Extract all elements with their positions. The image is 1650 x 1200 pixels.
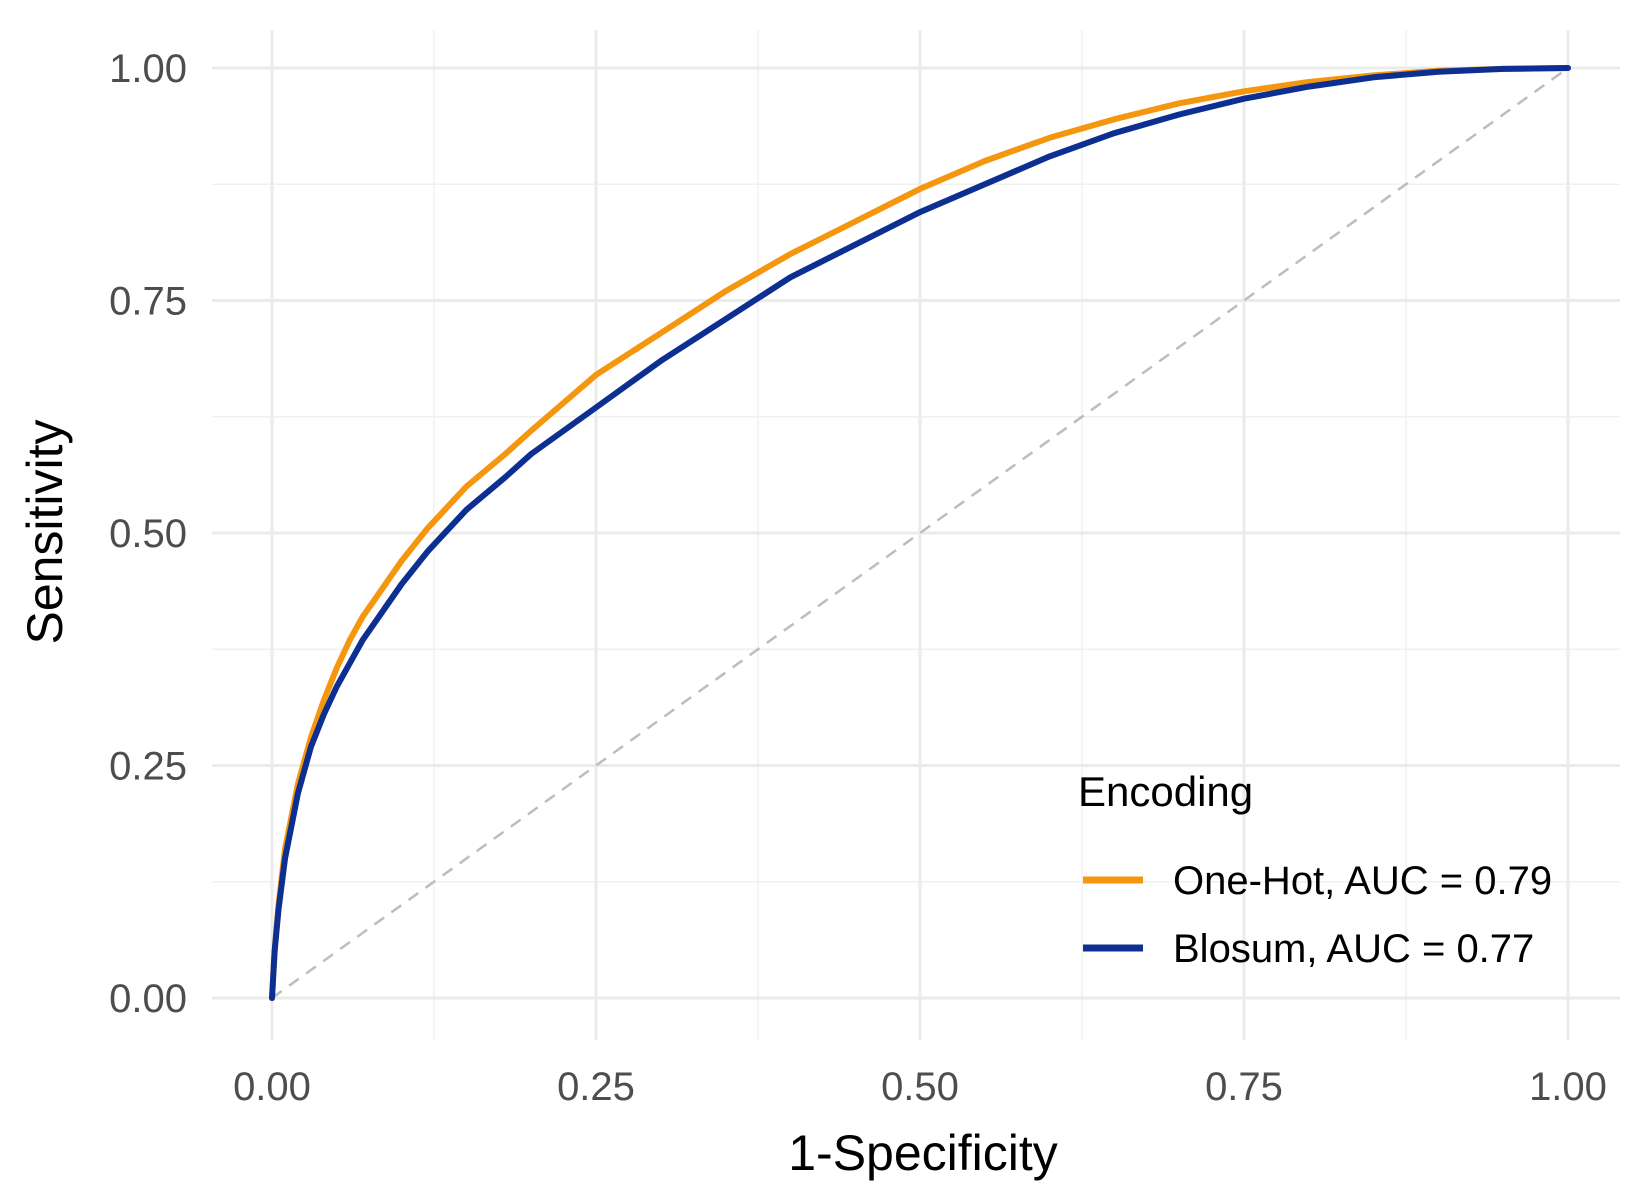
legend-label-1: Blosum, AUC = 0.77: [1173, 927, 1534, 971]
x-tick-label: 0.00: [233, 1065, 311, 1109]
y-axis-title: Sensitivity: [17, 419, 73, 644]
legend-items: One-Hot, AUC = 0.79 Blosum, AUC = 0.77: [1083, 859, 1552, 971]
series-line-0: [269, 65, 1571, 1001]
y-tick-label: 0.50: [109, 512, 187, 556]
y-tick-label: 1.00: [109, 47, 187, 91]
y-tick-label: 0.75: [109, 280, 187, 324]
y-tick-label: 0.00: [109, 977, 187, 1021]
series-line-1: [269, 65, 1571, 1001]
legend-label-0: One-Hot, AUC = 0.79: [1173, 859, 1552, 903]
y-tick-label: 0.25: [109, 745, 187, 789]
tick-labels: 0.00 0.25 0.50 0.75 1.00 0.00 0.25 0.50 0.75 1.00: [109, 47, 1607, 1109]
reference-diagonal: [271, 66, 1569, 1000]
legend-title: Encoding: [1078, 768, 1253, 815]
grid: [212, 30, 1620, 1040]
x-tick-label: 0.75: [1205, 1065, 1283, 1109]
series-lines: [269, 65, 1571, 1001]
x-axis-title: 1-Specificity: [788, 1125, 1058, 1181]
x-tick-label: 0.50: [881, 1065, 959, 1109]
reference-diagonal-line: [271, 66, 1569, 1000]
x-tick-label: 1.00: [1529, 1065, 1607, 1109]
legend: Encoding One-Hot, AUC = 0.79 Blosum, AUC …: [1078, 768, 1552, 971]
x-tick-label: 0.25: [557, 1065, 635, 1109]
